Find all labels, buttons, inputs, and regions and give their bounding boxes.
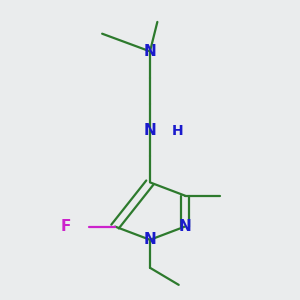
Text: N: N [144,232,156,247]
Text: F: F [61,219,71,234]
Text: N: N [178,219,191,234]
Text: N: N [144,44,156,59]
Text: N: N [144,123,156,138]
Text: H: H [172,124,183,138]
